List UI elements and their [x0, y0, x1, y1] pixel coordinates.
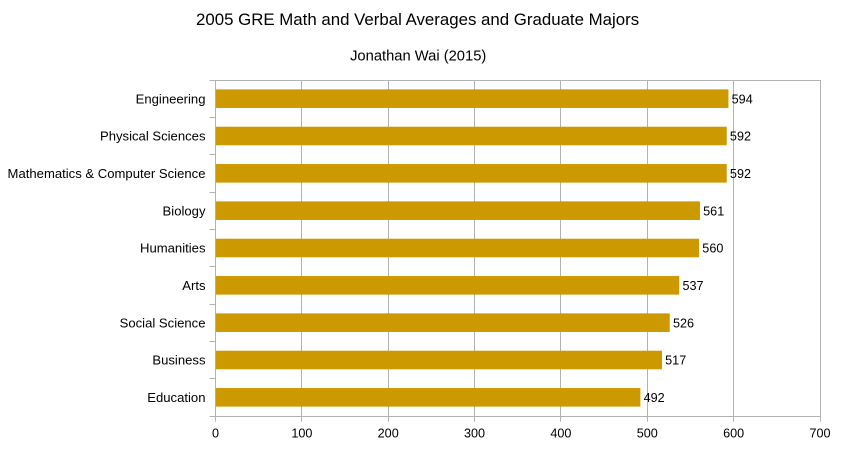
svg-text:600: 600: [723, 427, 744, 441]
svg-text:Arts: Arts: [182, 278, 206, 293]
svg-text:500: 500: [637, 427, 658, 441]
svg-text:592: 592: [730, 167, 751, 181]
svg-text:526: 526: [673, 316, 694, 330]
svg-text:492: 492: [644, 391, 665, 405]
svg-text:560: 560: [702, 242, 723, 256]
svg-text:Jonathan Wai (2015): Jonathan Wai (2015): [350, 49, 486, 65]
svg-text:Business: Business: [152, 353, 206, 368]
svg-text:592: 592: [730, 130, 751, 144]
svg-text:700: 700: [809, 427, 830, 441]
svg-text:200: 200: [378, 427, 399, 441]
svg-text:300: 300: [464, 427, 485, 441]
svg-text:Education: Education: [147, 390, 205, 405]
svg-text:561: 561: [703, 204, 724, 218]
svg-text:0: 0: [212, 427, 219, 441]
svg-text:517: 517: [665, 354, 686, 368]
svg-text:400: 400: [550, 427, 571, 441]
svg-text:Physical Sciences: Physical Sciences: [100, 129, 206, 144]
svg-text:537: 537: [682, 279, 703, 293]
svg-text:Humanities: Humanities: [140, 241, 206, 256]
svg-text:100: 100: [291, 427, 312, 441]
svg-text:594: 594: [732, 92, 753, 106]
svg-text:2005 GRE Math and Verbal Avera: 2005 GRE Math and Verbal Averages and Gr…: [196, 10, 639, 29]
svg-text:Mathematics & Computer Science: Mathematics & Computer Science: [8, 166, 206, 181]
svg-text:Social Science: Social Science: [120, 315, 206, 330]
svg-text:Biology: Biology: [163, 203, 206, 218]
svg-text:Engineering: Engineering: [136, 91, 206, 106]
